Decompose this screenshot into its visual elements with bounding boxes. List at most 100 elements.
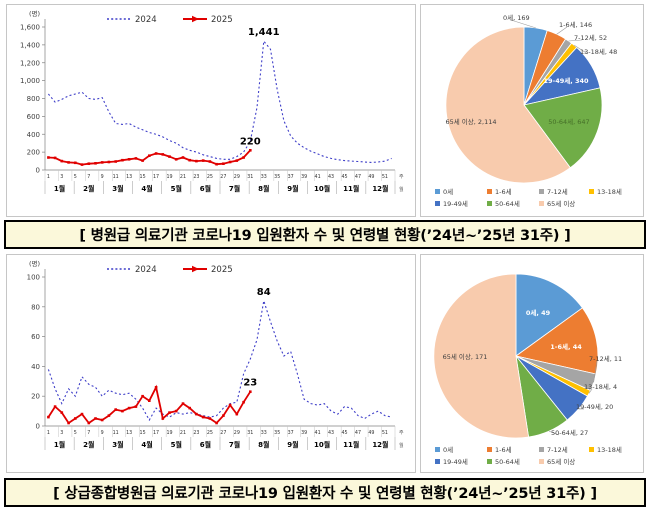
svg-text:11월: 11월: [343, 440, 359, 449]
tertiary-age-distribution-pie-chart: 0세, 49 1-6세, 44 7-12세, 11 13-18세, 4 19-49세, …: [420, 254, 644, 473]
svg-text:7월: 7월: [229, 440, 240, 449]
svg-text:43: 43: [328, 174, 334, 180]
svg-text:2월: 2월: [83, 184, 94, 193]
svg-text:8월: 8월: [258, 184, 269, 193]
svg-text:0세: 0세: [443, 445, 453, 454]
svg-text:800: 800: [27, 95, 40, 103]
svg-text:19-49세, 20: 19-49세, 20: [576, 402, 613, 411]
svg-text:23: 23: [193, 430, 199, 436]
svg-text:5월: 5월: [171, 184, 182, 193]
svg-text:1,000: 1,000: [20, 77, 40, 85]
svg-text:35: 35: [274, 174, 280, 180]
svg-text:1-6세, 146: 1-6세, 146: [559, 20, 592, 29]
svg-text:19: 19: [166, 174, 172, 180]
svg-text:0: 0: [36, 167, 40, 175]
svg-text:7월: 7월: [229, 184, 240, 193]
svg-text:50-64세: 50-64세: [495, 199, 520, 208]
svg-text:45: 45: [341, 430, 347, 436]
svg-text:2025: 2025: [211, 15, 233, 25]
svg-text:1월: 1월: [54, 184, 65, 193]
svg-text:13-18세, 4: 13-18세, 4: [584, 382, 617, 391]
svg-text:3월: 3월: [112, 440, 123, 449]
svg-text:31: 31: [247, 430, 253, 436]
svg-text:31: 31: [247, 174, 253, 180]
svg-text:1,400: 1,400: [20, 41, 40, 49]
svg-text:1-6세: 1-6세: [495, 445, 512, 454]
svg-text:39: 39: [301, 174, 307, 180]
svg-text:51: 51: [382, 430, 388, 436]
svg-text:39: 39: [301, 430, 307, 436]
svg-text:7-12세: 7-12세: [547, 187, 568, 196]
svg-text:29: 29: [234, 430, 240, 436]
svg-text:2024: 2024: [135, 15, 157, 25]
svg-text:1,441: 1,441: [248, 27, 280, 38]
svg-text:0세, 169: 0세, 169: [503, 13, 530, 22]
svg-text:23: 23: [243, 378, 257, 389]
svg-text:27: 27: [220, 430, 226, 436]
svg-text:40: 40: [31, 363, 40, 371]
svg-text:월: 월: [399, 186, 404, 193]
svg-text:65세 이상: 65세 이상: [547, 457, 575, 466]
caption-tertiary-level: [ 상급종합병원급 의료기관 코로나19 입원환자 수 및 연령별 현황(’24…: [4, 478, 646, 507]
svg-text:19: 19: [166, 430, 172, 436]
svg-text:23: 23: [193, 174, 199, 180]
svg-text:9: 9: [101, 430, 104, 436]
svg-text:1월: 1월: [54, 440, 65, 449]
svg-text:8월: 8월: [258, 440, 269, 449]
svg-text:6월: 6월: [200, 184, 211, 193]
tertiary-weekly-inpatients-line-chart: (명) 0 20 40 60 80 100 1 3 5 7 9 11 13 15 17 19 21 23 25 27 29…: [6, 254, 416, 473]
svg-text:1-6세, 44: 1-6세, 44: [550, 342, 582, 351]
svg-text:2월: 2월: [83, 440, 94, 449]
svg-text:41: 41: [315, 430, 321, 436]
svg-text:21: 21: [180, 174, 186, 180]
svg-text:11월: 11월: [343, 184, 359, 193]
svg-text:100: 100: [27, 274, 40, 282]
svg-text:1,200: 1,200: [20, 59, 40, 67]
svg-text:13-18세, 48: 13-18세, 48: [580, 47, 617, 56]
svg-text:3: 3: [60, 174, 63, 180]
svg-text:60: 60: [31, 333, 40, 341]
svg-text:33: 33: [261, 430, 267, 436]
svg-text:25: 25: [207, 430, 213, 436]
svg-text:43: 43: [328, 430, 334, 436]
svg-text:(명): (명): [29, 259, 40, 268]
svg-text:(명): (명): [29, 9, 40, 18]
svg-text:13: 13: [126, 174, 132, 180]
svg-text:220: 220: [240, 136, 261, 147]
svg-text:41: 41: [315, 174, 321, 180]
svg-text:19-49세: 19-49세: [443, 199, 468, 208]
svg-text:11: 11: [113, 174, 119, 180]
svg-text:65세 이상, 2,114: 65세 이상, 2,114: [445, 117, 496, 126]
svg-text:13-18세: 13-18세: [597, 445, 622, 454]
svg-text:65세 이상: 65세 이상: [547, 199, 575, 208]
svg-text:17: 17: [153, 430, 159, 436]
svg-text:주: 주: [399, 174, 404, 180]
svg-text:50-64세, 27: 50-64세, 27: [551, 428, 588, 437]
svg-text:37: 37: [288, 430, 294, 436]
svg-text:2025: 2025: [211, 265, 233, 275]
svg-text:12월: 12월: [372, 440, 388, 449]
svg-text:50-64세: 50-64세: [495, 457, 520, 466]
svg-text:51: 51: [382, 174, 388, 180]
svg-text:7-12세: 7-12세: [547, 445, 568, 454]
svg-text:15: 15: [140, 430, 146, 436]
svg-text:33: 33: [261, 174, 267, 180]
hospital-age-distribution-pie-chart: 0세, 169 1-6세, 146 7-12세, 52 13-18세, 48 19-49…: [420, 4, 644, 217]
svg-text:2024: 2024: [135, 265, 157, 275]
svg-text:7-12세, 11: 7-12세, 11: [589, 354, 622, 363]
svg-text:13: 13: [126, 430, 132, 436]
svg-text:7-12세, 52: 7-12세, 52: [574, 33, 607, 42]
svg-text:400: 400: [27, 131, 40, 139]
svg-text:5월: 5월: [171, 440, 182, 449]
svg-text:6월: 6월: [200, 440, 211, 449]
svg-text:21: 21: [180, 430, 186, 436]
svg-text:27: 27: [220, 174, 226, 180]
svg-text:17: 17: [153, 174, 159, 180]
svg-text:49: 49: [368, 430, 374, 436]
svg-text:1: 1: [47, 430, 50, 436]
svg-text:5: 5: [74, 430, 77, 436]
svg-text:12월: 12월: [372, 184, 388, 193]
svg-text:4월: 4월: [141, 440, 152, 449]
svg-text:5: 5: [74, 174, 77, 180]
hospital-weekly-inpatients-line-chart: (명) 0 200 400 600 800 1,000 1,200 1,400 1,600 1 3 5 7…: [6, 4, 416, 217]
